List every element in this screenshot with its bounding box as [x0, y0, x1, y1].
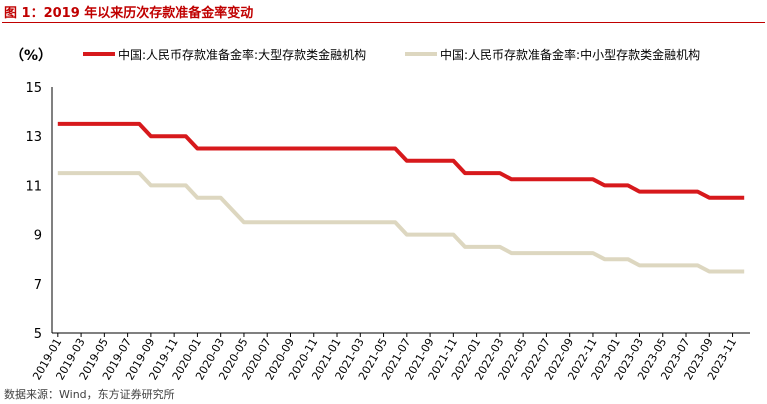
data-source-note: 数据来源：Wind，东方证券研究所 — [4, 388, 175, 401]
y-tick-label: 5 — [34, 327, 42, 342]
y-tick-label: 15 — [25, 81, 42, 96]
y-axis-unit: （%） — [10, 48, 52, 64]
series-lines — [57, 121, 745, 274]
series-line-small-medium-institutions — [57, 171, 745, 274]
chart-title: 图 1：2019 年以来历次存款准备金率变动 — [4, 6, 254, 21]
y-tick-label: 11 — [25, 179, 42, 194]
y-tick-label: 7 — [34, 278, 42, 293]
series-line-large-institutions — [57, 121, 745, 200]
legend-label: 中国:人民币存款准备金率:大型存款类金融机构 — [118, 47, 366, 62]
legend: 中国:人民币存款准备金率:大型存款类金融机构 中国:人民币存款准备金率:中小型存款… — [83, 47, 700, 62]
x-axis: 2019-012019-032019-052019-072019-092019-… — [30, 332, 750, 382]
y-tick-label: 13 — [25, 130, 42, 145]
title-divider — [2, 22, 765, 23]
y-axis: 5 7 9 11 13 15 — [25, 81, 53, 342]
legend-label: 中国:人民币存款准备金率:中小型存款类金融机构 — [440, 47, 700, 62]
y-tick-label: 9 — [34, 229, 42, 244]
